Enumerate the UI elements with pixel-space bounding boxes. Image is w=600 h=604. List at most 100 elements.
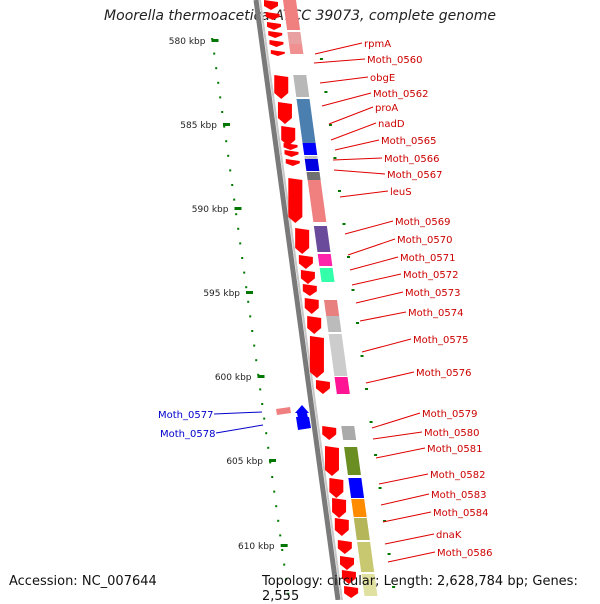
gene-label[interactable]: Moth_0572 (403, 270, 458, 281)
scale-dot (237, 227, 240, 230)
scale-major-tick (222, 123, 230, 126)
forward-gene-arrow (268, 31, 283, 38)
length-label: Length: (383, 574, 433, 589)
accession-value: NC_007644 (81, 574, 157, 589)
backbone-line-shadow (259, 0, 343, 600)
gene-label[interactable]: Moth_0566 (384, 154, 439, 165)
gene-label[interactable]: Moth_0571 (400, 253, 455, 264)
gene-label[interactable]: obgE (370, 73, 395, 84)
scale-dot (267, 446, 270, 449)
forward-gene-arrow (340, 556, 355, 570)
gene-label[interactable]: Moth_0586 (437, 548, 492, 559)
gene-label-leader (339, 190, 389, 198)
feature-block (326, 316, 342, 332)
gene-label[interactable]: Moth_0580 (424, 428, 479, 439)
gene-label[interactable]: Moth_0560 (367, 55, 422, 66)
gene-label-leader (344, 220, 394, 235)
forward-gene-arrow (334, 518, 349, 536)
gene-label[interactable]: rpmA (364, 39, 391, 50)
forward-gene-arrow (315, 380, 330, 394)
track-tick (365, 388, 369, 390)
feature-block (361, 574, 378, 596)
gene-label-leader (332, 157, 383, 161)
forward-gene-arrow (324, 446, 339, 476)
gene-label-leader (334, 139, 380, 151)
feature-block (348, 478, 365, 498)
gene-label[interactable]: Moth_0574 (408, 308, 463, 319)
gene-label-leader (215, 424, 264, 434)
scale-major-tick (234, 207, 242, 210)
gene-label[interactable]: nadD (378, 119, 405, 130)
gene-label[interactable]: Moth_0573 (405, 288, 460, 299)
gene-label[interactable]: Moth_0562 (373, 89, 428, 100)
forward-gene-arrow (277, 102, 292, 124)
scale-dot (263, 417, 266, 420)
gene-label[interactable]: Moth_0565 (381, 136, 436, 147)
forward-gene-arrow (344, 586, 359, 598)
gene-label-leader (384, 533, 435, 545)
feature-block (302, 143, 318, 155)
track-tick (378, 487, 382, 489)
gene-label-leader (378, 473, 429, 485)
scale-major-tick (269, 459, 277, 462)
gene-label[interactable]: Moth_0579 (422, 409, 477, 420)
gene-label-leader (330, 122, 377, 141)
forward-gene-arrow (283, 143, 298, 150)
scale-major-tick (246, 291, 254, 294)
scale-major-tick (280, 544, 288, 547)
reverse-feature-block (276, 407, 291, 415)
track-tick (374, 454, 378, 456)
scale-label: 580 kbp (169, 37, 206, 47)
forward-gene-arrow (298, 255, 313, 269)
gene-label[interactable]: Moth_0569 (395, 217, 450, 228)
track-tick (360, 355, 364, 357)
track-tick (383, 520, 387, 522)
gene-label-leader (333, 169, 386, 175)
gene-label[interactable]: Moth_0584 (433, 508, 488, 519)
feature-block (287, 32, 303, 44)
scale-dot (277, 519, 280, 522)
track-tick (392, 586, 396, 588)
scale-dot (279, 534, 282, 537)
reverse-gene-arrow (296, 417, 311, 430)
gene-label[interactable]: dnaK (436, 530, 462, 541)
scale-dot (219, 96, 222, 99)
gene-label[interactable]: Moth_0578 (160, 429, 215, 440)
gene-label[interactable]: Moth_0575 (413, 335, 468, 346)
gene-label[interactable]: Moth_0583 (431, 490, 486, 501)
gene-label[interactable]: leuS (390, 187, 412, 198)
gene-label[interactable]: Moth_0582 (430, 470, 485, 481)
forward-gene-arrow (322, 426, 337, 440)
track-tick (351, 289, 355, 291)
scale-dot (247, 300, 250, 303)
scale-dot (241, 257, 244, 259)
gene-label[interactable]: Moth_0567 (387, 170, 442, 181)
scale-dot (231, 184, 234, 186)
scale-label: 605 kbp (226, 457, 263, 467)
scale-dot (217, 81, 220, 84)
forward-gene-arrow (304, 298, 319, 314)
feature-block (357, 542, 375, 572)
gene-label-leader (375, 447, 426, 459)
scale-dot (227, 154, 230, 157)
track-tick (342, 223, 346, 225)
gene-label-leader (351, 273, 402, 286)
gene-label-leader (347, 238, 396, 256)
forward-gene-arrow (309, 336, 324, 378)
accession-label: Accession: (9, 574, 78, 589)
gene-label[interactable]: Moth_0576 (416, 368, 471, 379)
scale-dot (215, 67, 218, 70)
scale-dot (255, 359, 258, 362)
gene-label[interactable]: proA (375, 103, 398, 114)
scale-dot (273, 490, 276, 493)
scale-dot (221, 111, 224, 113)
forward-gene-arrow (337, 540, 352, 554)
scale-dot (271, 476, 274, 478)
feature-block (313, 226, 331, 252)
gene-label[interactable]: Moth_0577 (158, 410, 213, 421)
track-tick (369, 421, 373, 423)
gene-label[interactable]: Moth_0581 (427, 444, 482, 455)
feature-block (283, 0, 301, 30)
gene-label[interactable]: Moth_0570 (397, 235, 452, 246)
